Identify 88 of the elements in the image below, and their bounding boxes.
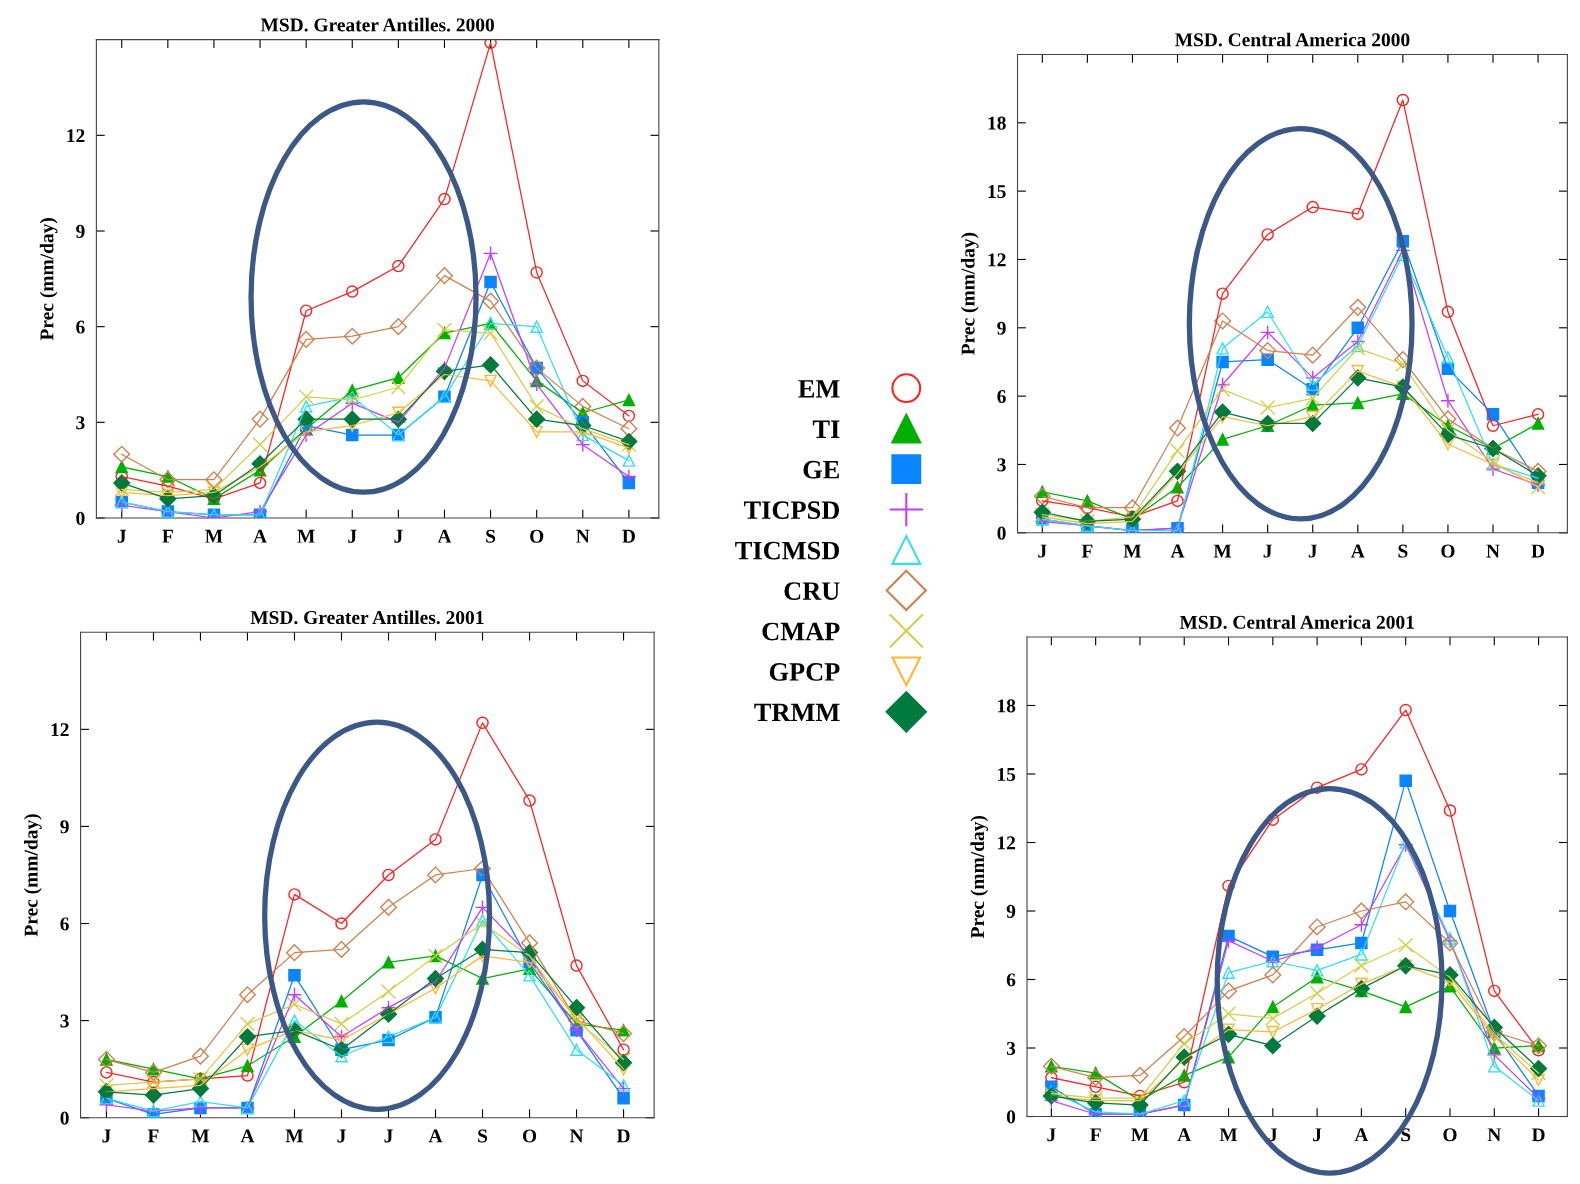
y-tick-label: 15 [988,185,1006,199]
x-tick-label: F [162,529,173,543]
y-tick-label: 9 [1006,904,1016,918]
y-tick-label: 9 [997,321,1006,335]
legend-label: TRMM [754,703,840,722]
legend-label: TI [812,420,840,438]
y-tick-label: 0 [1006,1110,1016,1124]
x-tick-label: S [486,529,496,543]
x-tick-label: M [1213,544,1232,558]
legend-label: EM [798,380,840,398]
legend-label: GPCP [769,663,840,681]
y-tick-label: 3 [1006,1041,1016,1055]
x-tick-label: M [1219,1128,1238,1142]
y-axis-title: Prec (mm/day) [24,814,42,937]
y-axis-title: Prec (mm/day) [39,218,58,341]
x-tick-label: S [478,1129,488,1143]
x-tick-label: J [337,1129,346,1143]
x-tick-label: A [1354,1128,1369,1142]
chart-title: MSD. Central America 2000 [1175,32,1410,47]
x-tick-label: A [437,529,452,543]
y-tick-label: 9 [76,224,85,238]
y-tick-label: 12 [998,836,1016,850]
y-tick-label: 3 [76,416,85,430]
y-tick-label: 0 [76,511,85,525]
x-tick-label: M [285,1129,304,1143]
chart-title: MSD. Greater Antilles. 2001 [250,610,484,625]
x-tick-label: N [1487,1128,1502,1142]
x-tick-label: M [1131,1128,1149,1142]
x-tick-label: D [1531,544,1545,558]
x-tick-label: F [1090,1128,1101,1142]
y-axis-title: Prec (mm/day) [960,232,979,355]
x-tick-label: J [1047,1128,1056,1142]
x-tick-label: D [622,529,635,543]
x-tick-label: A [1177,1128,1192,1142]
y-tick-label: 12 [988,253,1006,267]
x-tick-label: O [1443,1128,1457,1142]
y-tick-label: 18 [998,699,1016,713]
x-tick-label: N [1486,544,1500,558]
y-tick-label: 15 [998,767,1016,781]
y-tick-label: 6 [76,320,85,334]
x-tick-label: A [428,1129,443,1143]
x-tick-label: A [1350,544,1365,558]
x-tick-label: J [1313,1128,1322,1142]
x-tick-label: J [1308,544,1318,558]
x-tick-label: F [1081,544,1093,558]
x-tick-label: J [1268,1128,1278,1142]
x-tick-label: O [1441,544,1455,558]
x-tick-label: J [117,529,127,543]
x-tick-label: O [522,1129,537,1143]
x-tick-label: J [102,1129,111,1143]
y-axis-title: Prec (mm/day) [970,815,989,939]
x-tick-label: J [348,529,357,543]
legend-label: TICMSD [735,541,840,560]
x-tick-label: O [530,529,544,543]
x-tick-label: J [1038,544,1047,558]
x-tick-label: A [240,1129,255,1143]
x-tick-label: J [394,529,403,543]
x-tick-label: S [1398,544,1408,558]
legend-label: TICPSD [743,501,840,520]
y-tick-label: 0 [60,1111,69,1125]
x-tick-label: N [576,529,590,543]
x-tick-label: J [1263,544,1272,558]
x-tick-label: M [191,1129,210,1143]
legend-label: CMAP [762,622,840,641]
y-tick-label: 12 [51,723,69,737]
legend-label: GE [803,460,839,479]
y-tick-label: 12 [67,129,85,143]
x-tick-label: M [297,529,315,543]
x-tick-label: A [1170,544,1185,558]
y-tick-label: 3 [60,1014,69,1028]
legend-label: CRU [784,582,840,600]
y-tick-label: 3 [997,458,1006,472]
x-tick-label: F [147,1129,159,1143]
y-tick-label: 9 [60,820,69,834]
y-tick-label: 0 [997,526,1006,540]
y-tick-label: 6 [60,917,69,931]
x-tick-label: M [205,529,223,543]
x-tick-label: M [1123,544,1142,558]
x-tick-label: D [616,1129,630,1143]
x-tick-label: D [1531,1128,1545,1142]
chart-title: MSD. Greater Antilles. 2000 [260,17,494,32]
chart-title: MSD. Central America 2001 [1179,615,1414,629]
y-tick-label: 6 [997,390,1006,404]
y-tick-label: 18 [988,116,1006,130]
x-tick-label: A [253,529,267,543]
x-tick-label: J [384,1129,393,1143]
x-tick-label: N [569,1129,584,1143]
y-tick-label: 6 [1006,973,1016,987]
